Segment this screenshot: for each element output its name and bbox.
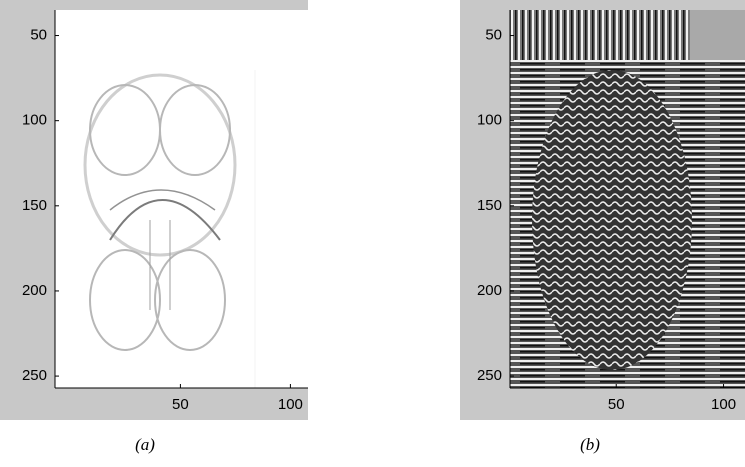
y-tick-label: 100: [477, 112, 502, 129]
image-area: [55, 10, 308, 388]
y-tick-label: 100: [22, 112, 47, 129]
x-tick-label: 50: [172, 396, 189, 413]
y-tick-label: 200: [477, 282, 502, 299]
y-tick-label: 150: [477, 197, 502, 214]
x-tick-label: 50: [608, 396, 625, 413]
y-tick-label: 150: [22, 197, 47, 214]
y-tick-label: 250: [22, 367, 47, 384]
image-b: [510, 10, 745, 388]
y-tick-label: 50: [485, 27, 502, 44]
y-tick-label: 50: [30, 27, 47, 44]
x-tick-label: 100: [711, 396, 736, 413]
x-tick-label: 100: [278, 396, 303, 413]
figure: (a) (b) 50 100 150 200 250 50 100 50 100 150 200 25…: [0, 0, 745, 462]
y-tick-label: 200: [22, 282, 47, 299]
caption: (b): [580, 435, 600, 454]
caption: (a): [135, 435, 155, 454]
y-tick-label: 250: [477, 367, 502, 384]
